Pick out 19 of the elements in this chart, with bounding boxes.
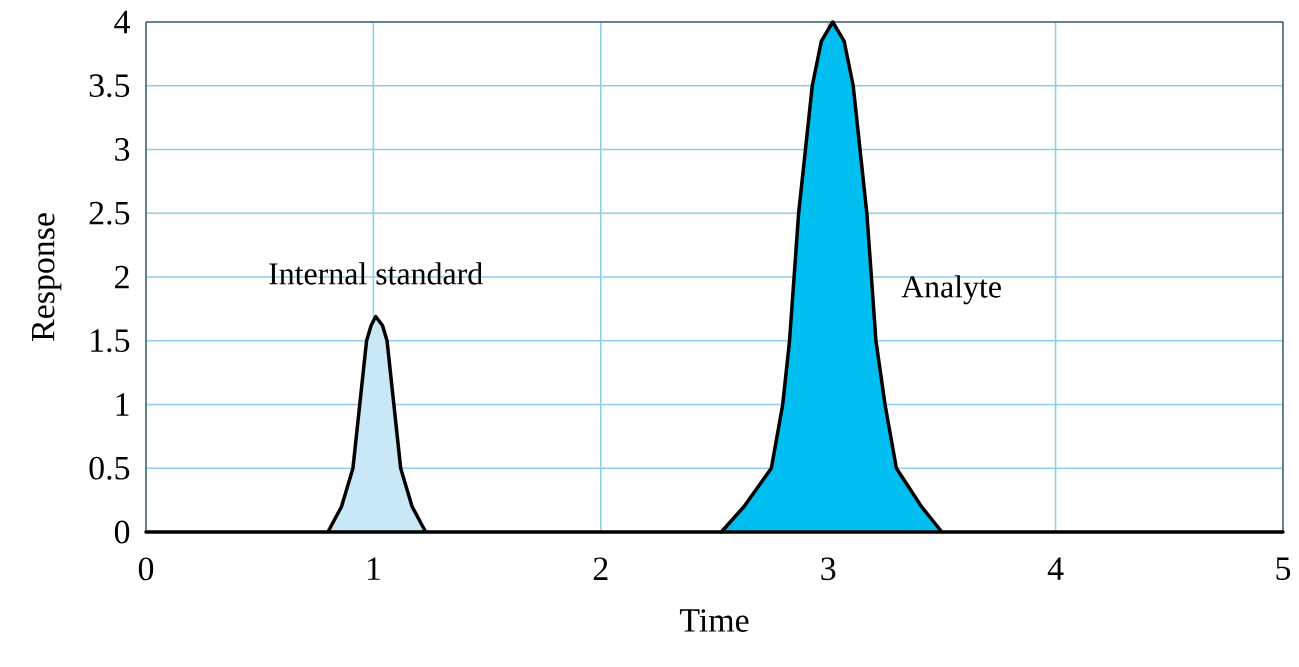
y-tick-label: 0.5 (89, 456, 130, 480)
x-tick-label: 4 (1047, 557, 1064, 580)
series-label: Analyte (901, 275, 1001, 305)
x-tick-label: 3 (821, 557, 836, 581)
y-tick-label: 3.5 (89, 74, 130, 98)
y-tick-label: 2.5 (89, 201, 130, 225)
x-tick-label: 0 (138, 557, 154, 581)
y-tick-label: 1 (116, 393, 129, 416)
y-tick-label: 4 (114, 10, 130, 34)
x-tick-label: 5 (1276, 557, 1291, 580)
y-tick-label: 1.5 (91, 329, 130, 353)
y-axis-title: Response (31, 213, 62, 341)
x-tick-label: 2 (593, 557, 608, 580)
series-label: Internal standard (269, 262, 483, 285)
x-tick-label: 1 (367, 557, 380, 580)
y-tick-label: 0 (114, 520, 130, 544)
x-axis-title: Time (679, 609, 749, 632)
y-tick-label: 3 (115, 138, 130, 161)
y-tick-label: 2 (115, 265, 129, 289)
